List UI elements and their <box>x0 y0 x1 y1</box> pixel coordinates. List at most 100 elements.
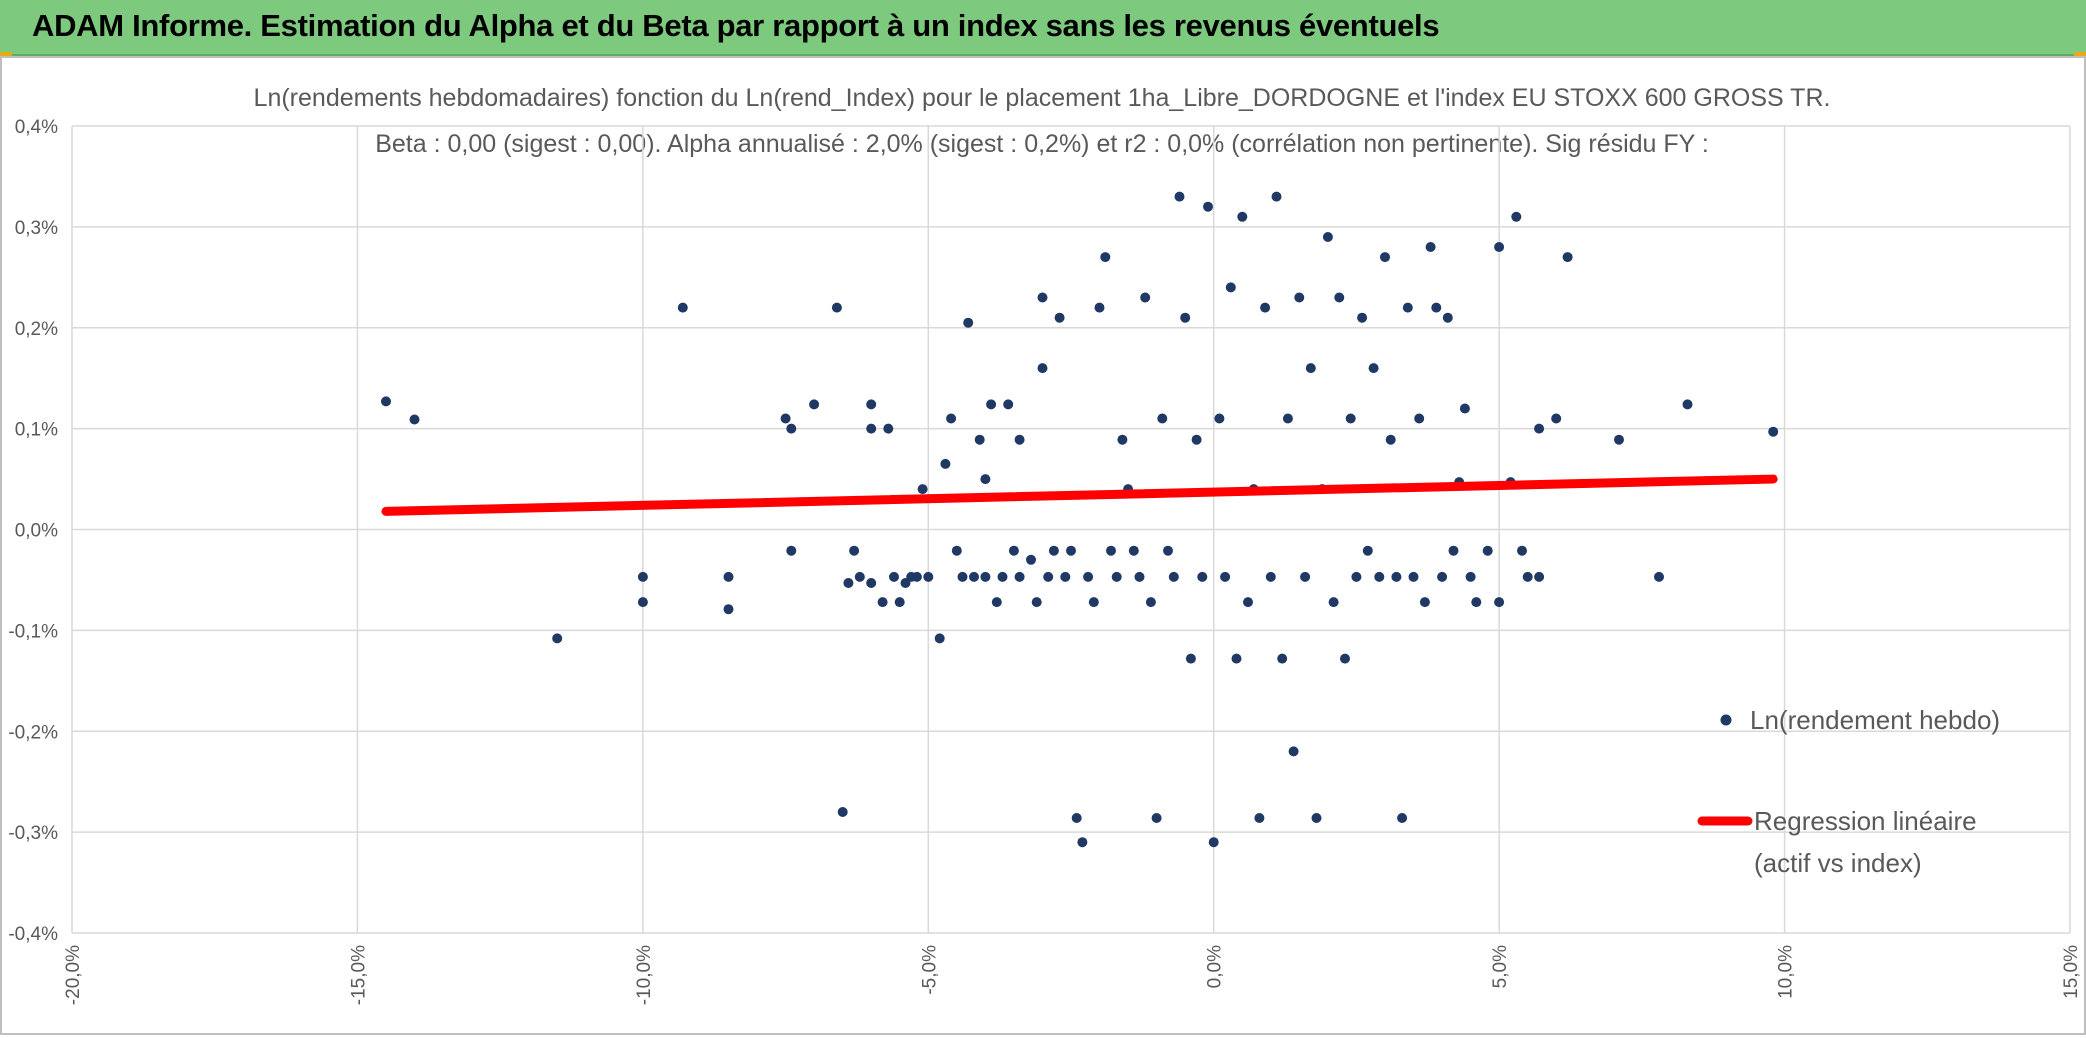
scatter-point <box>866 578 877 588</box>
scatter-point <box>1414 413 1425 424</box>
scatter-point <box>940 458 951 469</box>
scatter-point <box>723 604 734 615</box>
x-tick-label: 10,0% <box>1776 945 1797 999</box>
scatter-point <box>1334 292 1345 303</box>
scatter-point <box>1231 653 1242 664</box>
legend: Ln(rendement hebdo) Regression linéaire … <box>1697 705 2000 878</box>
scatter-point <box>1208 837 1219 848</box>
x-tick-label: -15,0% <box>348 945 369 1005</box>
scatter-point <box>1614 434 1624 445</box>
scatter-point <box>786 423 797 434</box>
scatter-point <box>723 571 734 582</box>
scatter-point <box>1517 545 1527 556</box>
scatter-point <box>1203 201 1213 212</box>
scatter-point <box>1066 545 1076 556</box>
scatter-point <box>1077 837 1088 848</box>
scatter-point <box>1654 571 1664 582</box>
scatter-point <box>1459 403 1470 414</box>
scatter-point <box>637 597 648 608</box>
scatter-point <box>1682 399 1693 410</box>
scatter-point <box>969 571 979 582</box>
scatter-point <box>1060 571 1071 582</box>
scatter-point <box>854 571 865 582</box>
y-tick-label: 0,0% <box>15 521 58 542</box>
scatter-point <box>1163 545 1173 556</box>
x-tick-label: 0,0% <box>1205 945 1226 988</box>
scatter-point <box>1425 242 1436 252</box>
scatter-point <box>1254 813 1265 823</box>
chart-title-line2: Beta : 0,00 (sigest : 0,00). Alpha annua… <box>375 130 1709 158</box>
scatter-chart: Ln(rendements hebdomadaires) fonction du… <box>8 84 2082 1005</box>
scatter-point <box>637 571 648 582</box>
scatter-point <box>1402 302 1413 313</box>
scatter-point <box>1282 413 1293 424</box>
scatter-point <box>1031 597 1042 608</box>
scatter-point <box>1768 426 1779 437</box>
scatter-point <box>1385 434 1396 445</box>
scatter-point <box>894 597 905 608</box>
scatter-point <box>1026 554 1036 565</box>
scatter-point <box>1300 571 1311 582</box>
scatter-point <box>1374 571 1385 582</box>
scatter-point <box>877 597 888 608</box>
y-tick-label: -0,2% <box>8 722 58 743</box>
scatter-point <box>1185 653 1196 664</box>
scatter-point <box>1168 571 1179 582</box>
chart-area: Ln(rendements hebdomadaires) fonction du… <box>0 56 2086 1035</box>
scatter-point <box>1271 191 1282 202</box>
scatter-point <box>1180 312 1191 323</box>
scatter-point <box>1048 545 1059 556</box>
y-tick-label: -0,3% <box>8 823 58 844</box>
scatter-point <box>1562 252 1573 263</box>
scatter-point <box>1442 312 1453 323</box>
scatter-point <box>1014 434 1025 445</box>
scatter-point <box>1419 597 1430 608</box>
y-tick-label: -0,1% <box>8 621 58 642</box>
scatter-point <box>1380 252 1390 263</box>
scatter-point <box>1243 597 1253 608</box>
scatter-point <box>1106 545 1116 556</box>
scatter-point <box>1288 746 1299 757</box>
x-tick-label: 15,0% <box>2061 945 2082 999</box>
scatter-point <box>381 396 391 407</box>
scatter-point <box>980 571 991 582</box>
scatter-point <box>849 545 860 556</box>
scatter-point <box>1111 571 1122 582</box>
scatter-point <box>1014 571 1025 582</box>
scatter-point <box>1294 292 1305 303</box>
y-tick-label: 0,4% <box>15 117 58 138</box>
scatter-point <box>1071 813 1082 823</box>
scatter-point <box>1345 413 1356 424</box>
scatter-point <box>1431 302 1442 313</box>
scatter-point <box>1225 282 1236 293</box>
scatter-point <box>552 633 563 644</box>
y-tick-label: -0,4% <box>8 924 58 945</box>
y-tick-label: 0,3% <box>15 218 58 239</box>
legend-label-points: Ln(rendement hebdo) <box>1750 705 2000 735</box>
scatter-point <box>923 571 934 582</box>
scatter-point <box>1328 597 1339 608</box>
scatter-point <box>1311 813 1322 823</box>
scatter-point <box>1197 571 1208 582</box>
scatter-point <box>1494 242 1505 252</box>
x-tick-label: -20,0% <box>63 945 84 1005</box>
scatter-point <box>1054 312 1065 323</box>
scatter-point <box>1083 571 1094 582</box>
scatter-point <box>1534 423 1545 434</box>
scatter-point <box>1362 545 1373 556</box>
scatter-point <box>1043 571 1054 582</box>
scatter-point <box>1008 545 1019 556</box>
scatter-point <box>1088 597 1099 608</box>
scatter-point <box>974 434 985 445</box>
scatter-point <box>1522 571 1533 582</box>
x-tick-label: 5,0% <box>1490 945 1511 988</box>
x-axis-ticks: -20,0% -15,0% -10,0% -5,0% 0,0% 5,0% 10,0% 15,0… <box>63 945 2082 1005</box>
scatter-point <box>1100 252 1111 263</box>
y-tick-label: 0,1% <box>15 420 58 441</box>
scatter-point <box>1003 399 1014 410</box>
legend-point-marker <box>1720 714 1732 726</box>
scatter-point <box>1305 363 1316 374</box>
scatter-point <box>843 578 854 588</box>
scatter-point <box>1157 413 1168 424</box>
scatter-point <box>1214 413 1225 424</box>
